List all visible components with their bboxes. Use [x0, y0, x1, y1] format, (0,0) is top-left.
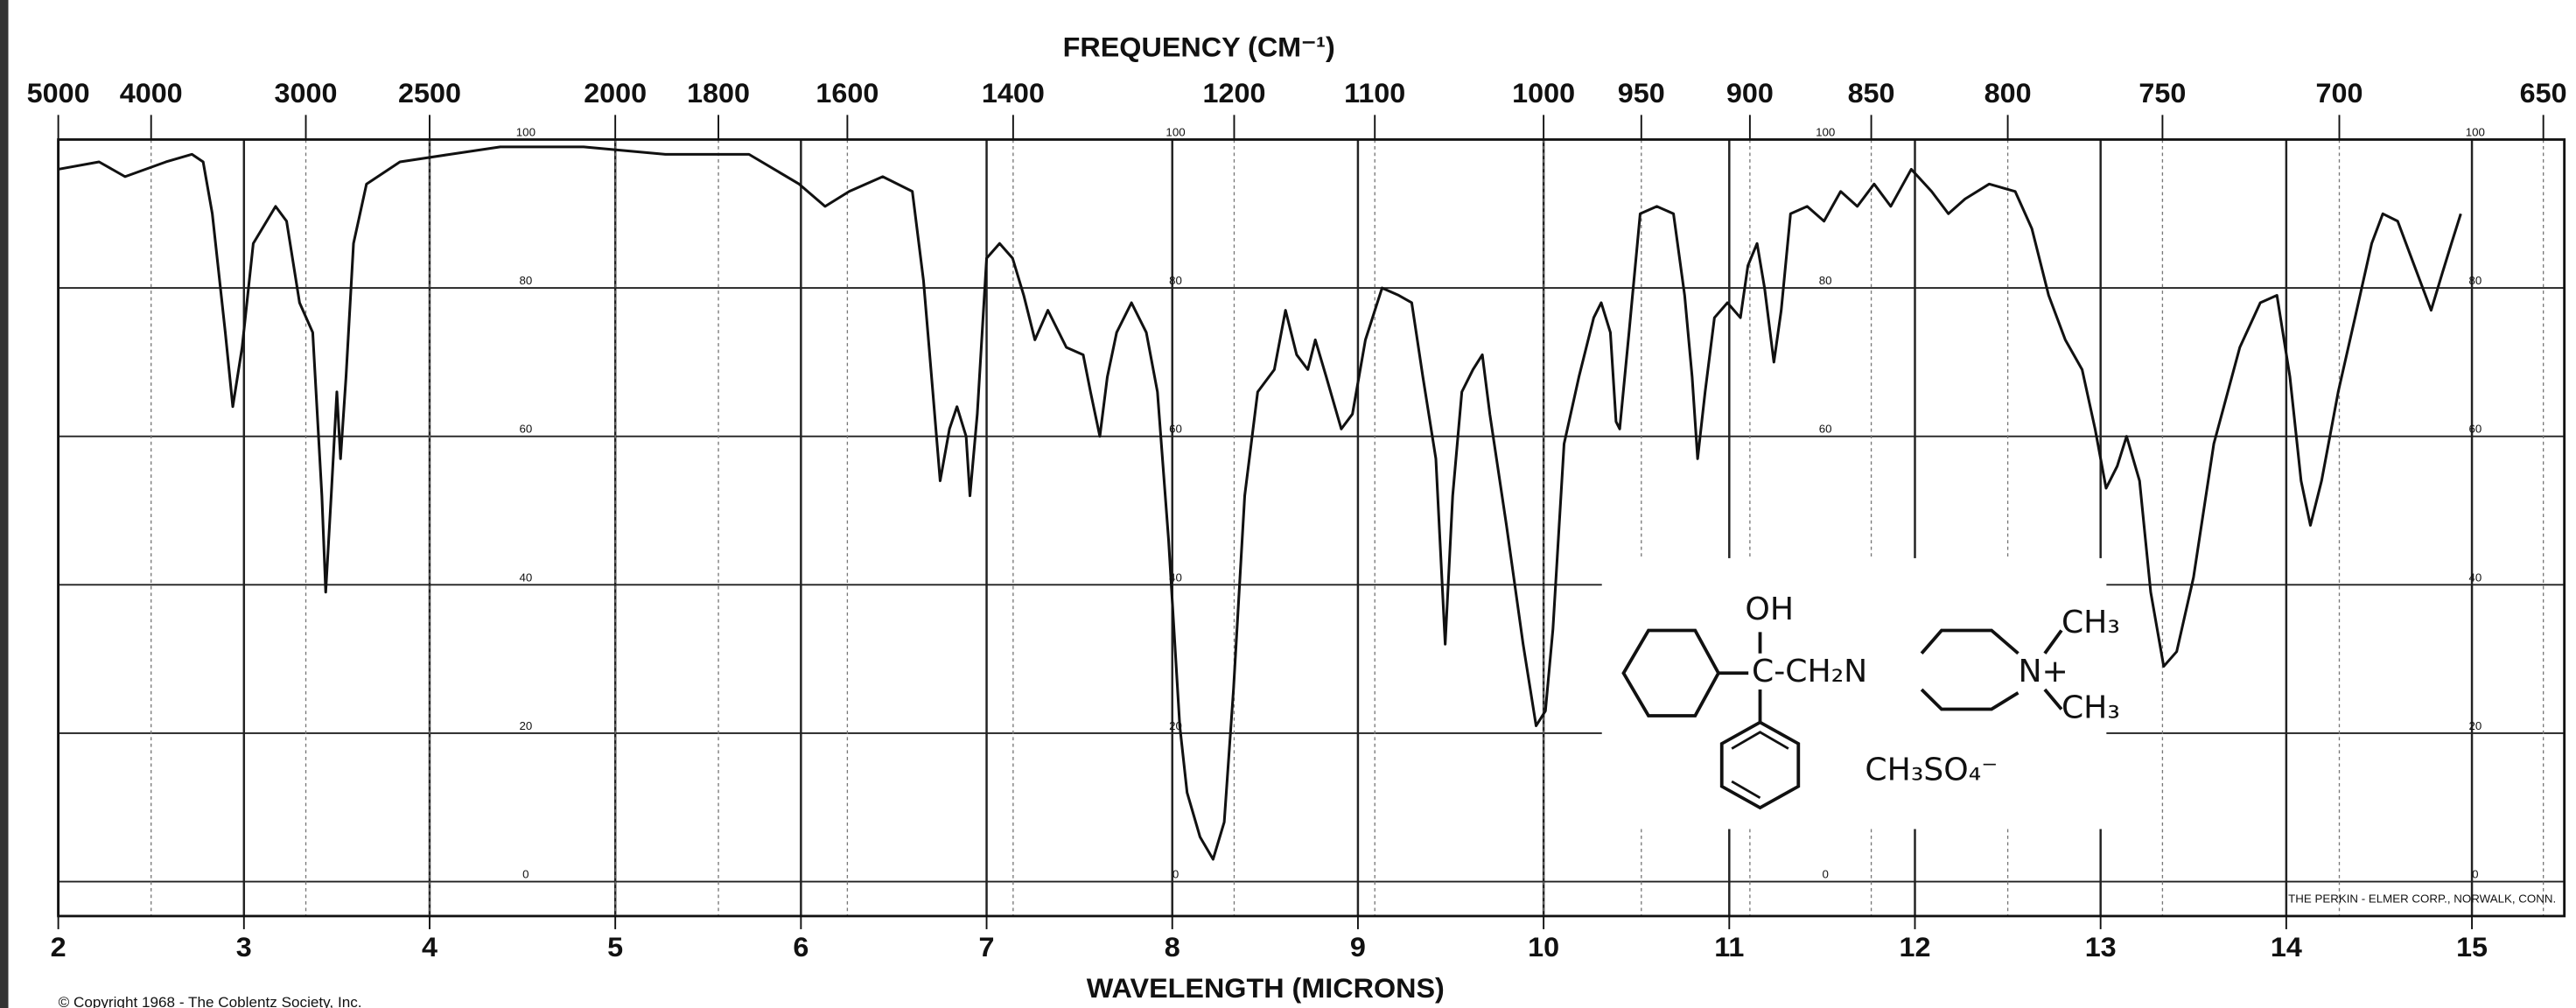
left-edge [0, 0, 9, 1008]
y-tick-label: 0 [2472, 868, 2478, 881]
x2-tick-label: 900 [1726, 77, 1774, 108]
y-tick-label: 100 [2466, 126, 2485, 139]
structure: OH C-CH₂N CH₃ N+ CH₃ CH₃SO₄⁻ [1601, 557, 2120, 830]
x-tick-label: 5 [607, 931, 623, 962]
x2-tick-label: 700 [2316, 77, 2363, 108]
y-tick-label: 100 [516, 126, 536, 139]
x-tick-label: 13 [2085, 931, 2117, 962]
chart-title: FREQUENCY (CM⁻¹) [1063, 32, 1335, 63]
benzene-bond [1731, 780, 1761, 800]
structure-label: CH₃SO₄⁻ [1865, 752, 1998, 788]
bond [2043, 629, 2063, 654]
x-tick-label: 15 [2456, 931, 2488, 962]
y-tick-label: 80 [2468, 274, 2482, 287]
y-tick-label: 0 [522, 868, 528, 881]
x2-tick-label: 1200 [1202, 77, 1265, 108]
x2-tick-label: 1100 [1344, 77, 1405, 108]
x2-tick-label: 4000 [120, 77, 183, 108]
structure-label: OH [1745, 592, 1794, 627]
x-tick-label: 14 [2271, 931, 2302, 962]
structure-label: N+ [2018, 654, 2068, 690]
bond [2043, 688, 2063, 710]
spectrum-line [58, 145, 2462, 861]
y-tick-label: 40 [2468, 570, 2482, 584]
x2-tick-label: 950 [1618, 77, 1665, 108]
x-tick-label: 10 [1528, 931, 1559, 962]
y-tick-label: 60 [2468, 423, 2482, 436]
y-tick-label: 80 [1819, 274, 1832, 287]
benzene [1719, 720, 1801, 810]
x-tick-label: 8 [1165, 931, 1180, 962]
x2-tick-label: 2000 [584, 77, 647, 108]
y-tick-label: 80 [1169, 274, 1182, 287]
y-tick-label: 20 [519, 719, 532, 732]
structure-box [1601, 557, 2107, 830]
x2-tick-label: 1000 [1512, 77, 1575, 108]
x-tick-label: 7 [979, 931, 995, 962]
x2-tick-label: 5000 [27, 77, 90, 108]
structure-label: CH₃ [2062, 690, 2120, 726]
x2-tick-label: 1400 [982, 77, 1045, 108]
x2-tick-label: 3000 [275, 77, 338, 108]
y-tick-label: 60 [1819, 423, 1832, 436]
benzene-bond [1731, 731, 1789, 750]
x2-tick-label: 750 [2138, 77, 2186, 108]
x2-tick-label: 850 [1848, 77, 1895, 108]
ring-bond [1920, 628, 2020, 655]
structure-label: C-CH₂N [1752, 654, 1867, 690]
x2-tick-label: 800 [1984, 77, 2032, 108]
structure-label: CH₃ [2062, 605, 2120, 640]
y-tick-label: 0 [1172, 868, 1179, 881]
x-tick-label: 6 [793, 931, 808, 962]
plot-frame [57, 138, 2566, 918]
x-tick-label: 9 [1350, 931, 1366, 962]
y-tick-label: 0 [1822, 868, 1828, 881]
x-tick-label: 12 [1900, 931, 1931, 962]
y-tick-label: 100 [1166, 126, 1185, 139]
y-tick-label: 60 [519, 423, 532, 436]
x-axis-label: WAVELENGTH (MICRONS) [1087, 972, 1445, 1004]
x2-tick-label: 1800 [687, 77, 750, 108]
x2-tick-label: 2500 [398, 77, 461, 108]
x2-tick-label: 650 [2520, 77, 2567, 108]
y-tick-label: 80 [519, 274, 532, 287]
copyright: © Copyright 1968 - The Coblentz Society,… [59, 994, 362, 1008]
x-tick-label: 4 [422, 931, 438, 962]
y-tick-label: 40 [519, 570, 532, 584]
ring-bond [1920, 688, 2020, 711]
footer: THE PERKIN - ELMER CORP., NORWALK, CONN. [2288, 892, 2556, 906]
y-tick-label: 20 [2468, 719, 2482, 732]
y-tick-label: 100 [1816, 126, 1835, 139]
x-tick-label: 2 [51, 931, 66, 962]
x2-tick-label: 1600 [816, 77, 878, 108]
x-tick-label: 11 [1714, 931, 1744, 962]
y-tick-label: 60 [1169, 423, 1182, 436]
x-tick-label: 3 [236, 931, 252, 962]
